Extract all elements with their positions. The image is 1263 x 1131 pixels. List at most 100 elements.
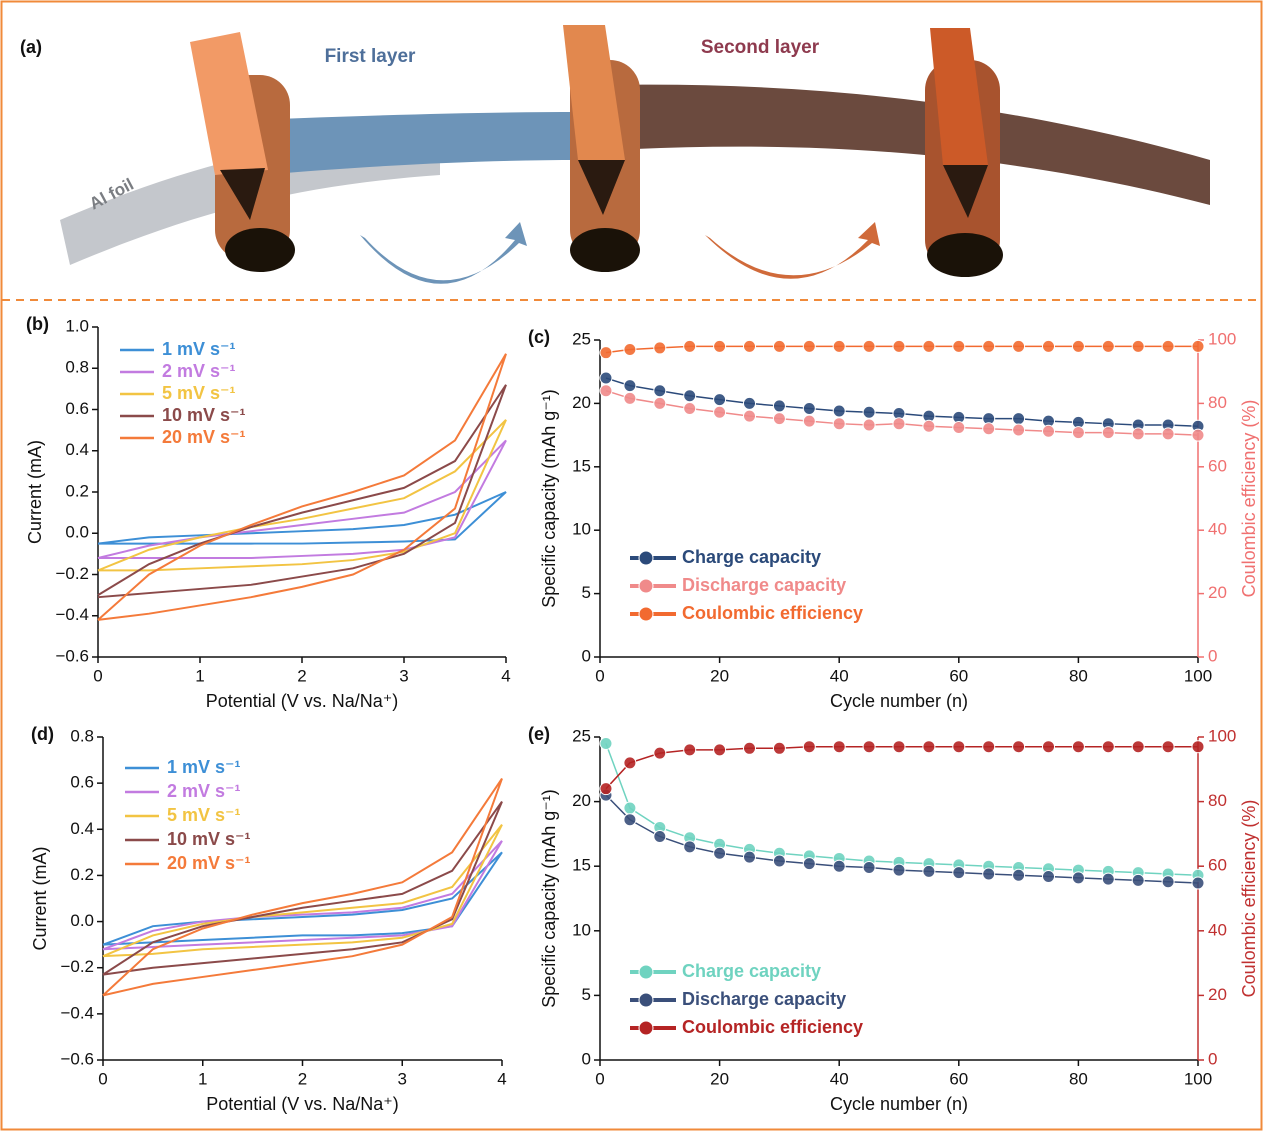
y-tick-label: 0.2 <box>65 481 89 500</box>
series-marker <box>982 422 996 436</box>
y-tick-label: 25 <box>572 726 591 745</box>
series-marker <box>862 740 876 754</box>
series-marker <box>1161 427 1175 441</box>
x-tick-label: 4 <box>501 666 510 685</box>
series-marker <box>892 417 906 431</box>
series-marker <box>802 857 816 871</box>
legend-marker <box>638 1020 654 1036</box>
x-axis-title: Cycle number (n) <box>830 691 968 711</box>
series-line <box>97 419 507 572</box>
series-marker <box>743 741 756 755</box>
y-tick-label: 0.4 <box>70 819 94 838</box>
y-tick-label: 0.0 <box>70 911 94 930</box>
series-marker <box>1191 876 1205 890</box>
legend-label: 5 mV s⁻¹ <box>162 383 236 403</box>
y-tick-label: 0.8 <box>65 358 89 377</box>
series-marker <box>743 409 756 423</box>
panel-label: (e) <box>528 724 550 744</box>
x-axis-title: Cycle number (n) <box>830 1094 968 1114</box>
x-axis-title: Potential (V vs. Na/Na⁺) <box>206 691 399 711</box>
y-tick-label: 1.0 <box>65 316 89 335</box>
x-tick-label: 60 <box>949 666 968 685</box>
series-line <box>97 439 507 559</box>
series-marker <box>1042 740 1055 754</box>
panel-label: (a) <box>20 37 42 57</box>
blade <box>563 25 625 160</box>
legend-label: 2 mV s⁻¹ <box>162 361 236 381</box>
x-tick-label: 3 <box>398 1069 407 1088</box>
series-marker <box>1012 868 1026 882</box>
x-tick-label: 3 <box>399 666 408 685</box>
series-marker <box>1012 339 1026 353</box>
series-marker <box>599 371 613 385</box>
legend-label: Coulombic efficiency <box>682 1017 863 1037</box>
series-marker <box>952 339 966 353</box>
panel-label: (b) <box>26 314 49 334</box>
series-marker <box>892 863 906 877</box>
series-marker <box>1101 426 1115 440</box>
series-line <box>102 851 503 946</box>
y-tick-label: 0.8 <box>70 726 94 745</box>
series-marker <box>713 846 727 860</box>
series-marker <box>599 782 613 796</box>
series-marker <box>1101 740 1115 754</box>
y-tick-label: 15 <box>572 456 591 475</box>
x-tick-label: 1 <box>195 666 204 685</box>
y-tick-label: −0.6 <box>60 1049 94 1068</box>
series-marker <box>1101 872 1115 886</box>
series-marker <box>1161 339 1175 353</box>
series-marker <box>1042 424 1055 438</box>
series-marker <box>862 418 876 432</box>
series-marker <box>1191 339 1205 353</box>
y-tick-label: −0.4 <box>60 1003 94 1022</box>
series-marker <box>683 339 697 353</box>
x-tick-label: 0 <box>595 1069 604 1088</box>
y2-tick-label: 80 <box>1208 791 1227 810</box>
x-tick-label: 80 <box>1069 666 1088 685</box>
y2-tick-label: 100 <box>1208 726 1236 745</box>
layer-label: First layer <box>325 46 416 67</box>
blade-tip <box>220 168 265 220</box>
legend-label: Coulombic efficiency <box>682 603 863 623</box>
series-marker <box>892 339 906 353</box>
x-tick-label: 80 <box>1069 1069 1088 1088</box>
y2-axis-title: Coulombic efficiency (%) <box>1239 400 1259 598</box>
series-marker <box>1191 740 1205 754</box>
series-marker <box>623 801 637 815</box>
blade <box>930 28 988 165</box>
blade-tip <box>943 165 988 218</box>
series-marker <box>802 339 816 353</box>
series-marker <box>1131 740 1145 754</box>
legend-marker <box>638 578 654 594</box>
blade <box>190 32 268 175</box>
arrow <box>360 222 527 284</box>
panel-label: (d) <box>31 724 54 744</box>
y2-tick-label: 20 <box>1208 583 1227 602</box>
y2-axis-title: Coulombic efficiency (%) <box>1239 800 1259 998</box>
series-marker <box>952 420 966 434</box>
series-marker <box>1012 423 1026 437</box>
series-marker <box>832 740 846 754</box>
y-tick-label: −0.2 <box>60 957 94 976</box>
series-marker <box>982 867 996 881</box>
series-marker <box>599 346 613 360</box>
series-marker <box>743 339 756 353</box>
series-marker <box>922 864 936 878</box>
y2-tick-label: 100 <box>1208 329 1236 348</box>
series-marker <box>713 339 727 353</box>
x-tick-label: 60 <box>949 1069 968 1088</box>
legend-label: 1 mV s⁻¹ <box>162 339 236 359</box>
series-marker <box>832 417 846 431</box>
y-tick-label: −0.2 <box>55 564 89 583</box>
series-marker <box>1042 339 1055 353</box>
roller-end <box>927 233 1003 277</box>
roller-end <box>225 228 295 272</box>
layer-label: Second layer <box>701 37 820 58</box>
x-tick-label: 1 <box>198 1069 207 1088</box>
series-marker <box>772 399 786 413</box>
legend-label: Charge capacity <box>682 961 821 981</box>
series-marker <box>862 405 876 419</box>
series-marker <box>832 339 846 353</box>
y2-tick-label: 40 <box>1208 920 1227 939</box>
series-marker <box>772 741 786 755</box>
